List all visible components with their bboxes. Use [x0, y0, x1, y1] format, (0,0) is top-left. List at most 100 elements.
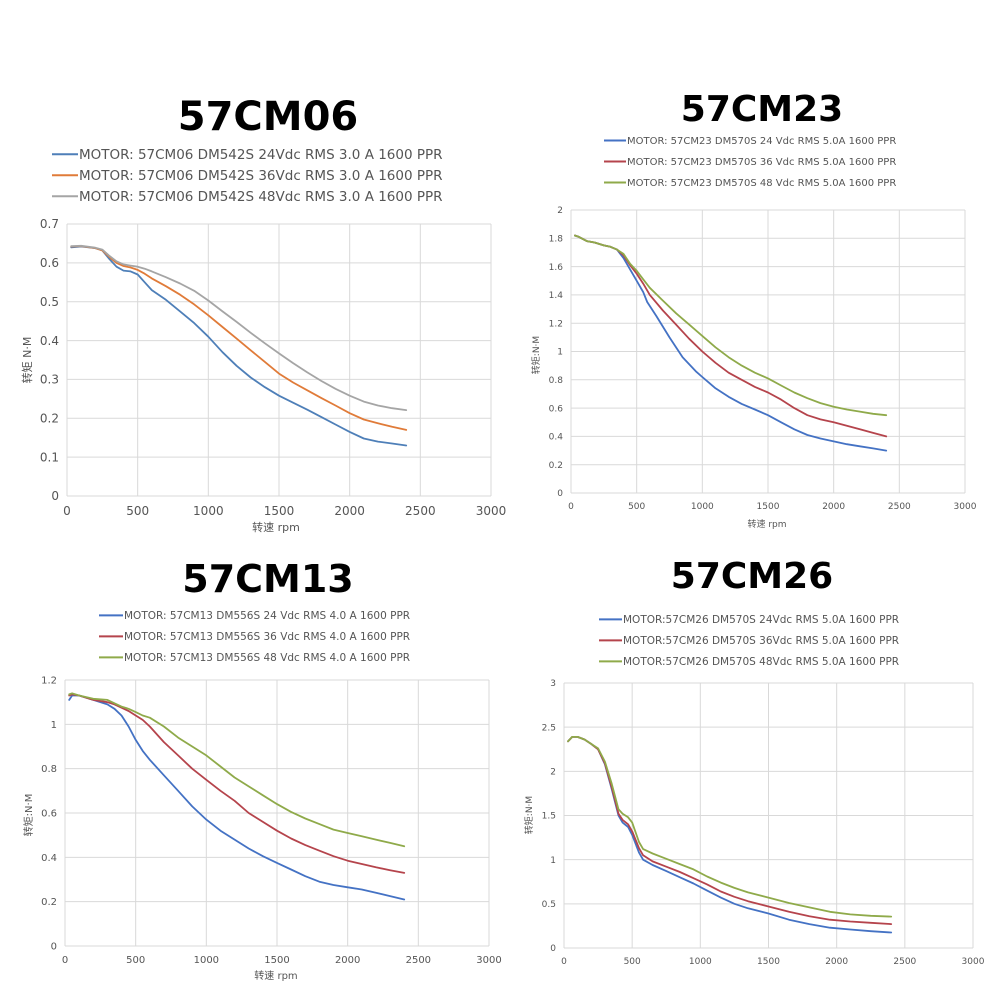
y-tick-label: 0.4 — [40, 334, 59, 348]
y-tick-label: 1 — [51, 720, 57, 731]
y-tick-label: 0.3 — [40, 373, 59, 387]
y-tick-label: 1 — [550, 856, 556, 866]
y-tick-label: 1.4 — [549, 291, 564, 301]
series-line-3 — [70, 244, 408, 412]
x-tick-labels: 0 500 1000 1500 2000 2500 3000 — [63, 504, 506, 518]
y-tick-label: 0.5 — [542, 900, 556, 910]
chart-svg-57cm23: 57CM23 MOTOR: 57CM23 DM570S 24 Vdc RMS 5… — [530, 89, 977, 530]
y-tick-label: 2.5 — [542, 723, 556, 733]
x-axis-label: 转速 rpm — [252, 520, 300, 534]
x-tick-label: 2000 — [335, 955, 360, 966]
chart-title: 57CM23 — [681, 89, 843, 130]
x-axis-label: 转速 rpm — [254, 969, 297, 982]
y-tick-label: 0.4 — [41, 853, 57, 864]
legend: MOTOR: 57CM13 DM556S 24 Vdc RMS 4.0 A 16… — [99, 610, 410, 664]
y-tick-label: 0.6 — [549, 404, 564, 414]
x-tick-label: 1500 — [264, 504, 295, 518]
series-line-2 — [567, 736, 893, 925]
y-axis-label: 转矩:N·M — [530, 336, 542, 374]
x-tick-label: 500 — [624, 957, 641, 967]
legend-label: MOTOR: 57CM06 DM542S 24Vdc RMS 3.0 A 160… — [79, 147, 443, 163]
legend-label: MOTOR: 57CM06 DM542S 48Vdc RMS 3.0 A 160… — [79, 189, 443, 205]
chart-title: 57CM06 — [178, 94, 359, 140]
x-tick-labels: 0 500 1000 1500 2000 2500 3000 — [561, 957, 985, 967]
y-tick-label: 0 — [51, 942, 57, 953]
chart-57cm23: 57CM23 MOTOR: 57CM23 DM570S 24 Vdc RMS 5… — [0, 0, 977, 530]
x-tick-label: 500 — [126, 504, 149, 518]
y-tick-labels: 0 0.2 0.4 0.6 0.8 1 1.2 1.4 1.6 1.8 2 — [549, 206, 564, 499]
chart-title: 57CM13 — [182, 557, 353, 601]
gridlines — [66, 223, 492, 497]
chart-svg-57cm06: 57CM06 MOTOR: 57CM06 DM542S 24Vdc RMS 3.… — [20, 94, 506, 534]
y-tick-label: 0.2 — [41, 897, 57, 908]
x-tick-label: 3000 — [954, 502, 977, 512]
y-tick-label: 0 — [550, 944, 556, 954]
y-tick-label: 0.6 — [40, 256, 59, 270]
y-tick-label: 3 — [550, 679, 556, 689]
x-tick-label: 3000 — [476, 504, 507, 518]
series-lines — [68, 692, 406, 901]
y-axis-label: 转矩:N·M — [523, 796, 535, 834]
series-lines — [567, 736, 893, 934]
series-line-2 — [70, 245, 408, 431]
gridlines — [563, 682, 974, 949]
legend-label: MOTOR: 57CM23 DM570S 36 Vdc RMS 5.0A 160… — [627, 157, 896, 168]
x-tick-label: 2500 — [893, 957, 916, 967]
y-tick-label: 0 — [557, 489, 563, 499]
y-tick-label: 1.2 — [549, 319, 563, 329]
series-line-1 — [567, 736, 893, 934]
series-line-3 — [567, 736, 893, 918]
y-tick-label: 0.4 — [549, 433, 564, 443]
y-tick-label: 0.2 — [40, 411, 59, 425]
x-tick-label: 2000 — [334, 504, 365, 518]
legend-label: MOTOR:57CM26 DM570S 24Vdc RMS 5.0A 1600 … — [623, 614, 899, 626]
gridlines — [64, 679, 490, 947]
y-tick-label: 0.8 — [549, 376, 564, 386]
y-tick-labels: 0 0.1 0.2 0.3 0.4 0.5 0.6 0.7 — [40, 217, 59, 503]
legend-label: MOTOR: 57CM23 DM570S 48 Vdc RMS 5.0A 160… — [627, 178, 896, 189]
series-line-3 — [68, 692, 406, 848]
x-tick-label: 2000 — [822, 502, 845, 512]
y-tick-label: 1.5 — [542, 812, 556, 822]
series-line-1 — [68, 694, 406, 901]
chart-title: 57CM26 — [671, 556, 833, 597]
x-tick-label: 1500 — [757, 957, 780, 967]
x-tick-label: 1000 — [194, 955, 219, 966]
y-tick-label: 1.2 — [41, 676, 57, 687]
x-tick-label: 2500 — [406, 955, 431, 966]
legend-label: MOTOR:57CM26 DM570S 48Vdc RMS 5.0A 1600 … — [623, 656, 899, 668]
y-tick-label: 1.6 — [549, 263, 564, 273]
chart-57cm26: 57CM26 MOTOR:57CM26 DM570S 24Vdc RMS 5.0… — [0, 0, 985, 967]
x-tick-label: 500 — [126, 955, 145, 966]
chart-57cm06: 57CM06 MOTOR: 57CM06 DM542S 24Vdc RMS 3.… — [0, 0, 506, 534]
y-tick-label: 0.2 — [549, 461, 563, 471]
x-tick-label: 1000 — [193, 504, 224, 518]
y-tick-label: 2 — [550, 767, 556, 777]
x-tick-label: 2000 — [825, 957, 848, 967]
y-tick-label: 1 — [557, 348, 563, 358]
x-tick-label: 2500 — [888, 502, 911, 512]
legend-label: MOTOR: 57CM13 DM556S 48 Vdc RMS 4.0 A 16… — [124, 652, 410, 664]
series-line-1 — [70, 245, 408, 447]
y-tick-label: 0.6 — [41, 809, 57, 820]
gridlines — [570, 209, 966, 494]
y-tick-labels: 0 0.2 0.4 0.6 0.8 1 1.2 — [41, 676, 57, 953]
x-tick-label: 1000 — [689, 957, 712, 967]
y-tick-label: 0 — [51, 489, 59, 503]
x-tick-label: 0 — [63, 504, 71, 518]
series-line-2 — [68, 693, 406, 874]
x-tick-label: 1500 — [264, 955, 289, 966]
y-tick-label: 0.8 — [41, 764, 57, 775]
x-tick-labels: 0 500 1000 1500 2000 2500 3000 — [568, 502, 977, 512]
series-line-3 — [574, 234, 888, 417]
y-tick-labels: 0 0.5 1 1.5 2 2.5 3 — [542, 679, 557, 954]
y-tick-label: 0.7 — [40, 217, 59, 231]
x-tick-label: 0 — [568, 502, 574, 512]
legend-label: MOTOR:57CM26 DM570S 36Vdc RMS 5.0A 1600 … — [623, 635, 899, 647]
y-axis-label: 转矩 N·M — [20, 337, 34, 384]
legend: MOTOR:57CM26 DM570S 24Vdc RMS 5.0A 1600 … — [599, 614, 899, 668]
x-tick-labels: 0 500 1000 1500 2000 2500 3000 — [62, 955, 502, 966]
x-tick-label: 2500 — [405, 504, 436, 518]
